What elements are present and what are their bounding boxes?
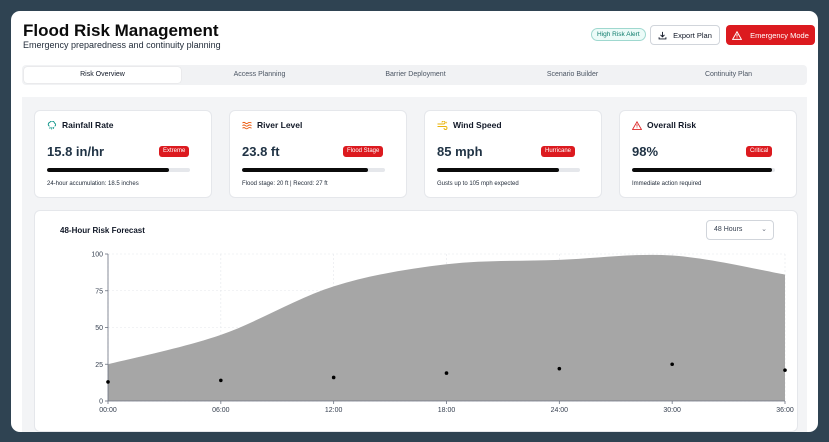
data-point <box>557 366 562 371</box>
rainfall-rate-card: Rainfall Rate 15.8 in/hr Extreme 24-hour… <box>34 110 212 198</box>
card-note: 24-hour accumulation: 18.5 inches <box>47 181 139 187</box>
tab-risk-overview[interactable]: Risk Overview <box>24 67 181 83</box>
time-range-select[interactable]: 48 Hours ⌄ <box>706 220 774 240</box>
data-point <box>444 371 449 375</box>
cloud-rain-icon <box>47 120 57 129</box>
risk-overview-panel: Rainfall Rate 15.8 in/hr Extreme 24-hour… <box>22 97 807 432</box>
y-tick-label: 0 <box>99 399 103 406</box>
wind-icon <box>437 120 448 130</box>
card-value: 98% <box>632 144 659 159</box>
y-tick-label: 75 <box>95 288 103 295</box>
card-note: Immediate action required <box>632 181 702 187</box>
waves-icon <box>242 121 252 129</box>
page-subtitle: Emergency preparedness and continuity pl… <box>23 40 221 50</box>
app-window: Flood Risk Management Emergency prepared… <box>11 11 818 432</box>
emergency-mode-label: Emergency Mode <box>750 30 809 40</box>
card-note: Gusts up to 105 mph expected <box>437 181 519 187</box>
tab-continuity-plan[interactable]: Continuity Plan <box>704 71 753 78</box>
wind-speed-header: Wind Speed <box>437 120 502 130</box>
tab-barrier-deployment[interactable]: Barrier Deployment <box>385 71 446 78</box>
risk-forecast-chart: 0 25 50 75 100 00:00 06:00 12:00 18:00 24:00 30:00… <box>91 252 794 415</box>
y-tick-label: 25 <box>95 362 103 369</box>
wind-speed-card: Wind Speed 85 mph Hurricane Gusts up to … <box>424 110 602 198</box>
data-point <box>783 368 787 372</box>
forecast-title: 48-Hour Risk Forecast <box>60 226 145 235</box>
card-title: River Level <box>257 120 303 130</box>
risk-area-series <box>108 254 785 401</box>
progress-bar <box>632 168 775 172</box>
tab-scenario-builder[interactable]: Scenario Builder <box>546 71 599 78</box>
progress-bar <box>437 168 580 172</box>
overall-risk-card: Overall Risk 98% Critical Immediate acti… <box>619 110 797 198</box>
x-tick-label: 30:00 <box>663 407 681 414</box>
card-title: Rainfall Rate <box>62 120 114 130</box>
progress-fill <box>632 168 773 172</box>
river-level-header: River Level <box>242 120 302 130</box>
x-tick-label: 12:00 <box>325 407 343 414</box>
river-level-card: River Level 23.8 ft Flood Stage Flood st… <box>229 110 407 198</box>
page-header: Flood Risk Management Emergency prepared… <box>11 11 818 63</box>
tab-access-planning[interactable]: Access Planning <box>233 71 286 78</box>
page-title: Flood Risk Management <box>23 21 219 40</box>
chevron-down-icon: ⌄ <box>761 226 767 233</box>
time-range-value: 48 Hours <box>714 226 743 233</box>
risk-forecast-card: 0 25 50 75 100 00:00 06:00 12:00 18:00 24:00 30:00… <box>34 210 798 432</box>
card-title: Overall Risk <box>647 120 697 130</box>
emergency-mode-button[interactable]: Emergency Mode <box>726 25 815 45</box>
status-badge: Flood Stage <box>343 146 384 157</box>
x-tick-label: 24:00 <box>551 407 569 414</box>
status-badge: Extreme <box>159 146 190 157</box>
tab-bar: Risk Overview Access Planning Barrier De… <box>22 65 807 85</box>
card-title: Wind Speed <box>453 120 502 130</box>
warning-triangle-icon <box>632 120 642 130</box>
x-tick-label: 36:00 <box>776 407 794 414</box>
progress-fill <box>242 168 368 172</box>
y-tick-label: 100 <box>91 252 103 259</box>
progress-fill <box>437 168 559 172</box>
progress-bar <box>242 168 385 172</box>
status-badge: Critical <box>746 146 773 157</box>
card-value: 23.8 ft <box>242 144 280 159</box>
progress-fill <box>47 168 169 172</box>
x-tick-label: 18:00 <box>438 407 456 414</box>
data-point <box>331 375 336 380</box>
y-tick-label: 50 <box>95 325 103 332</box>
x-tick-label: 06:00 <box>212 407 230 414</box>
data-point <box>670 362 674 367</box>
card-note: Flood stage: 20 ft | Record: 27 ft <box>242 181 328 187</box>
high-risk-alert-badge: High Risk Alert <box>591 28 646 41</box>
data-point <box>106 380 110 384</box>
export-plan-button[interactable]: Export Plan <box>650 25 720 45</box>
status-badge: Hurricane <box>541 146 576 157</box>
card-value: 85 mph <box>437 144 483 159</box>
progress-bar <box>47 168 190 172</box>
export-plan-label: Export Plan <box>673 30 712 40</box>
data-point <box>219 378 223 383</box>
card-value: 15.8 in/hr <box>47 144 105 159</box>
warning-triangle-icon <box>732 30 743 40</box>
download-icon <box>658 31 667 39</box>
overall-risk-header: Overall Risk <box>632 120 696 130</box>
rainfall-rate-header: Rainfall Rate <box>47 120 114 130</box>
x-tick-label: 00:00 <box>99 407 117 414</box>
